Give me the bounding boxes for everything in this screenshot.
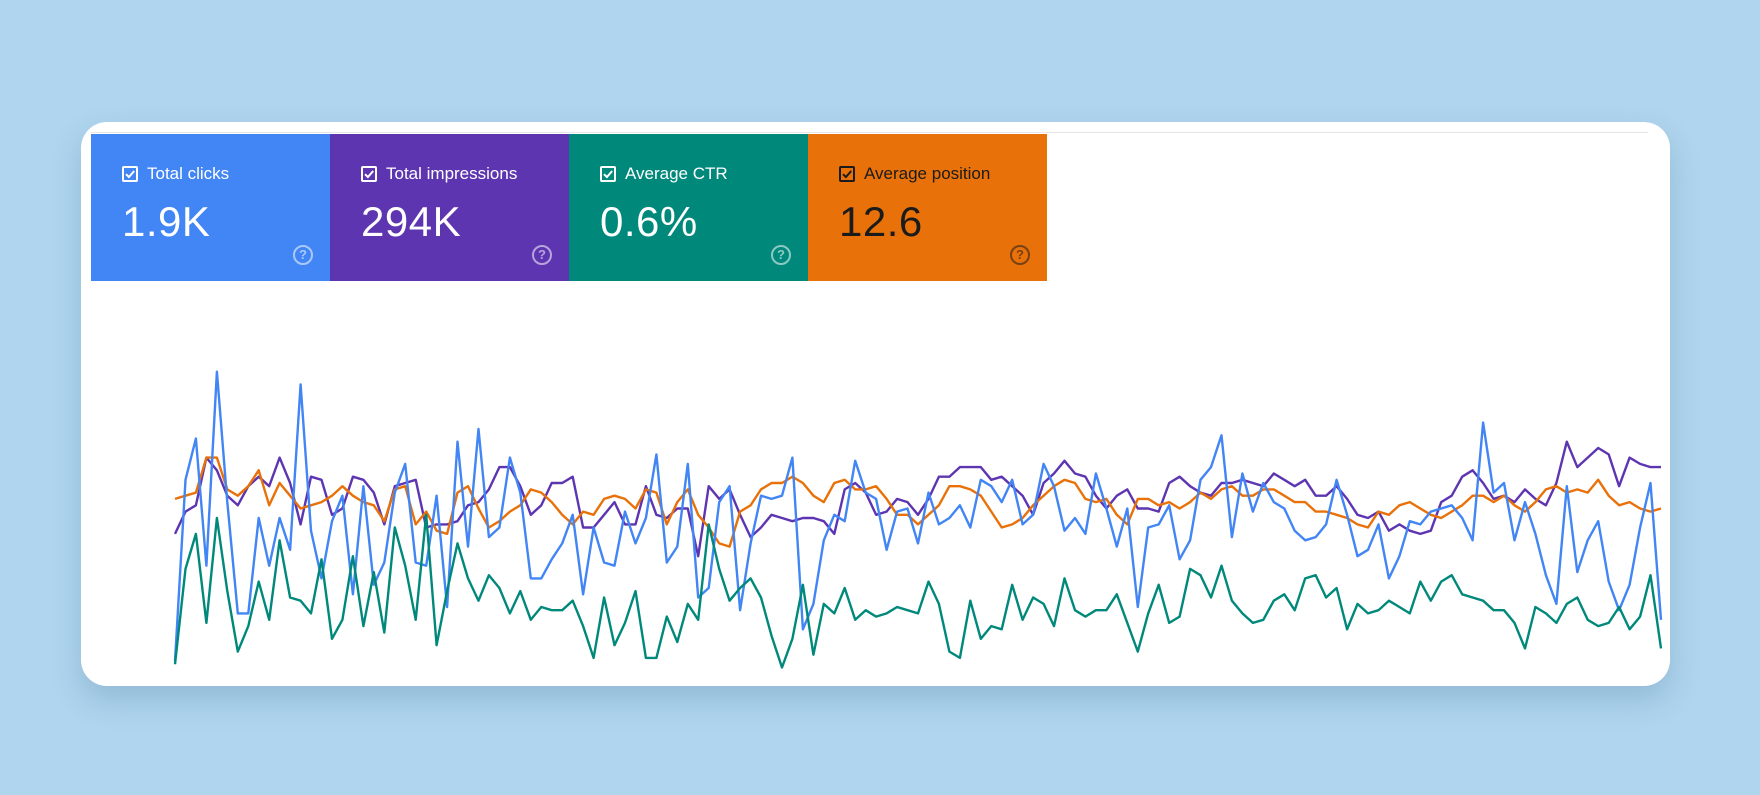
help-circle-icon[interactable]: ?: [293, 245, 313, 265]
metric-tile-average-position[interactable]: Average position 12.6 ?: [808, 134, 1047, 281]
series-line-total-impressions: [173, 440, 1661, 558]
metric-header: Average position: [839, 164, 1047, 184]
help-circle-icon[interactable]: ?: [532, 245, 552, 265]
metric-label: Average position: [864, 164, 991, 183]
metric-tile-total-clicks[interactable]: Total clicks 1.9K ?: [91, 134, 330, 281]
metric-tiles: Total clicks 1.9K ? Total impressions 29…: [91, 134, 1047, 281]
checkbox-checked-icon[interactable]: [600, 166, 616, 182]
series-line-average-ctr: [173, 513, 1663, 669]
metric-header: Total clicks: [122, 164, 330, 184]
help-circle-icon[interactable]: ?: [1010, 245, 1030, 265]
metric-value: 294K: [361, 198, 462, 245]
metric-value: 0.6%: [600, 198, 698, 245]
metric-header: Total impressions: [361, 164, 569, 184]
performance-card: Total clicks 1.9K ? Total impressions 29…: [81, 122, 1670, 686]
series-line-average-position: [174, 456, 1662, 548]
top-divider: [91, 132, 1648, 133]
metric-tile-average-ctr[interactable]: Average CTR 0.6% ?: [569, 134, 808, 281]
metric-label: Average CTR: [625, 164, 728, 183]
performance-line-chart: [173, 370, 1663, 669]
metric-label: Total clicks: [147, 164, 230, 183]
checkbox-checked-icon[interactable]: [122, 166, 138, 182]
series-line-total-clicks: [173, 370, 1663, 662]
metric-value: 1.9K: [122, 198, 211, 245]
help-circle-icon[interactable]: ?: [771, 245, 791, 265]
metric-header: Average CTR: [600, 164, 808, 184]
checkbox-checked-icon[interactable]: [361, 166, 377, 182]
metric-tile-total-impressions[interactable]: Total impressions 294K ?: [330, 134, 569, 281]
checkbox-checked-icon[interactable]: [839, 166, 855, 182]
metric-label: Total impressions: [386, 164, 518, 183]
metric-value: 12.6: [839, 198, 923, 245]
